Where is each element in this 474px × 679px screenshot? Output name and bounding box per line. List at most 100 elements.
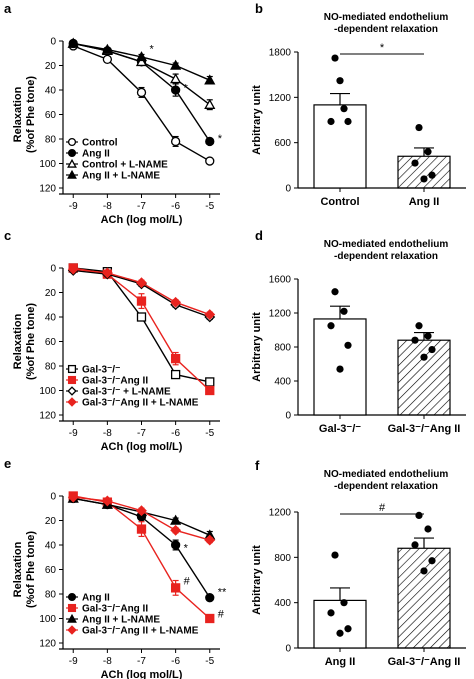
y-tick-label: 1200 [269, 93, 292, 104]
y-tick-label: 80 [45, 135, 57, 146]
legend-label: Ang II [82, 593, 110, 604]
legend-label: Ang II [82, 149, 110, 160]
y-tick-label: 1800 [269, 48, 292, 59]
legend-marker [67, 613, 77, 623]
data-point [327, 117, 335, 126]
data-point [205, 385, 215, 396]
x-tick-label: -7 [137, 428, 146, 439]
x-tick-label: -9 [69, 656, 78, 667]
y-tick-label: 100 [39, 386, 56, 397]
data-point [340, 105, 348, 113]
y-tick-label: 120 [39, 184, 56, 195]
x-tick-label: -7 [137, 201, 146, 212]
annotation: # [184, 576, 191, 588]
y-axis-label-text: Arbitrary unit [251, 85, 263, 155]
legend-marker [67, 169, 77, 179]
bar [313, 104, 367, 189]
data-point [136, 87, 147, 98]
y-axis-label: Relaxation (%of Phe tone) [12, 531, 37, 608]
y-tick-label: 0 [285, 644, 291, 655]
x-tick-label: Gal-3⁻/⁻ [319, 423, 361, 435]
data-point [428, 345, 436, 354]
data-point [136, 296, 147, 306]
data-point [102, 54, 113, 65]
data-point [205, 136, 215, 147]
data-point [340, 307, 348, 315]
y-tick-label: 40 [45, 86, 57, 97]
legend-marker [67, 137, 77, 147]
legend-marker [67, 603, 77, 613]
data-point [170, 369, 181, 380]
panel-label-d: d [255, 228, 263, 243]
y-tick-label: 800 [274, 343, 291, 354]
y-tick-label: 0 [285, 411, 291, 422]
panel-label-b: b [255, 1, 263, 16]
data-point [344, 117, 352, 126]
data-point [420, 175, 428, 183]
legend-marker [67, 397, 77, 407]
x-tick-label: -8 [103, 656, 112, 667]
legend-marker [67, 386, 77, 396]
legend-label: Gal-3⁻/⁻ [82, 365, 120, 376]
y-axis-label-line2: (%of Phe tone) [25, 303, 37, 380]
panel-label-f: f [255, 458, 260, 473]
legend-item: Gal-3⁻/⁻Ang II [66, 604, 148, 615]
data-point [170, 85, 181, 95]
legend-marker [67, 592, 77, 602]
data-point [135, 55, 148, 67]
data-point [331, 551, 339, 559]
x-tick-label: -9 [69, 201, 78, 212]
y-axis-label-line1: Relaxation [12, 541, 24, 597]
data-point [170, 583, 181, 593]
legend-label: Gal-3⁻/⁻Ang II [82, 376, 148, 387]
data-point [424, 525, 432, 533]
legend-label: Ang II + L-NAME [82, 171, 160, 182]
chart-title: NO-mediated endothelium-dependent relaxa… [324, 469, 449, 492]
y-tick-label: 600 [274, 138, 291, 149]
chart-title-line: NO-mediated endothelium [324, 469, 449, 480]
y-axis-label: Arbitrary unit [251, 545, 263, 615]
data-point [331, 288, 339, 296]
y-tick-label: 0 [285, 184, 291, 195]
y-tick-label: 120 [39, 411, 56, 422]
legend-marker [67, 625, 77, 635]
data-point [136, 312, 147, 322]
y-tick-label: 100 [39, 614, 56, 625]
legend-item: Gal-3⁻/⁻Ang II [66, 376, 148, 387]
bar [397, 547, 451, 649]
bar [313, 599, 367, 649]
chart-title-line: NO-mediated endothelium [324, 239, 449, 250]
panel-label-c: c [4, 228, 11, 243]
bar-group: Ang II [397, 123, 451, 208]
y-tick-label: 40 [45, 313, 57, 324]
data-point [170, 353, 181, 364]
data-point [344, 625, 352, 633]
data-point [67, 37, 79, 48]
data-point [170, 514, 182, 525]
data-point [420, 353, 428, 361]
y-axis-label-text: Arbitrary unit [251, 545, 263, 615]
x-tick-label: -9 [69, 428, 78, 439]
chart-title: NO-mediated endothelium-dependent relaxa… [324, 239, 449, 262]
y-axis-label-line1: Relaxation [12, 313, 24, 369]
y-tick-label: 0 [50, 492, 56, 503]
data-point [67, 263, 79, 275]
y-axis-label-line2: (%of Phe tone) [25, 531, 37, 608]
legend-item: Control + L-NAME [66, 158, 168, 171]
x-tick-label: -5 [205, 656, 214, 667]
data-point [415, 123, 423, 132]
annotation: * [184, 83, 189, 95]
series-3 [67, 263, 216, 320]
y-tick-label: 80 [45, 590, 57, 601]
y-tick-label: 120 [39, 639, 56, 650]
chart-title-line: NO-mediated endothelium [324, 12, 449, 23]
data-point [428, 557, 436, 565]
x-tick-label: Ang II [325, 656, 356, 668]
data-point [101, 43, 113, 54]
data-point [340, 599, 348, 607]
x-tick-label: Control [320, 196, 359, 208]
bar [397, 155, 451, 189]
y-axis-label-line1: Relaxation [12, 86, 24, 142]
y-tick-label: 800 [274, 553, 291, 564]
